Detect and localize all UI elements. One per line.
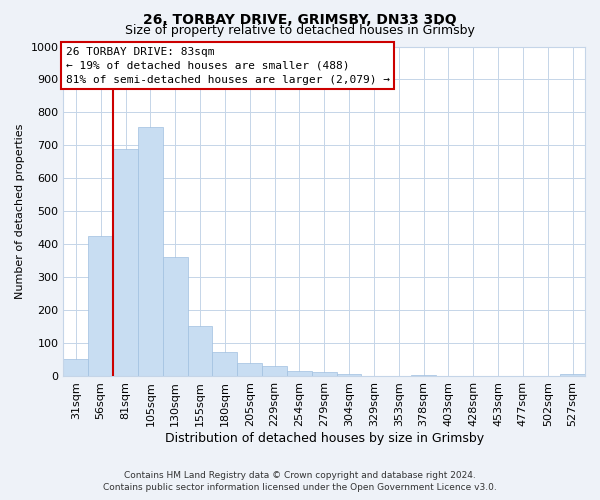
Text: Contains HM Land Registry data © Crown copyright and database right 2024.
Contai: Contains HM Land Registry data © Crown c… (103, 471, 497, 492)
X-axis label: Distribution of detached houses by size in Grimsby: Distribution of detached houses by size … (164, 432, 484, 445)
Bar (138, 126, 163, 376)
Bar (188, 326, 212, 376)
Text: 26, TORBAY DRIVE, GRIMSBY, DN33 3DQ: 26, TORBAY DRIVE, GRIMSBY, DN33 3DQ (143, 12, 457, 26)
Bar (212, 352, 237, 376)
Bar (312, 372, 337, 376)
Bar (287, 370, 312, 376)
Y-axis label: Number of detached properties: Number of detached properties (15, 124, 25, 299)
Text: Size of property relative to detached houses in Grimsby: Size of property relative to detached ho… (125, 24, 475, 37)
Bar (411, 375, 436, 376)
Bar (560, 374, 585, 376)
Text: 26 TORBAY DRIVE: 83sqm
← 19% of detached houses are smaller (488)
81% of semi-de: 26 TORBAY DRIVE: 83sqm ← 19% of detached… (66, 46, 390, 84)
Bar (113, 150, 138, 376)
Bar (262, 366, 287, 376)
Bar (163, 257, 188, 376)
Bar (88, 236, 113, 376)
Bar (64, 360, 88, 376)
Bar (237, 364, 262, 376)
Bar (337, 374, 361, 376)
